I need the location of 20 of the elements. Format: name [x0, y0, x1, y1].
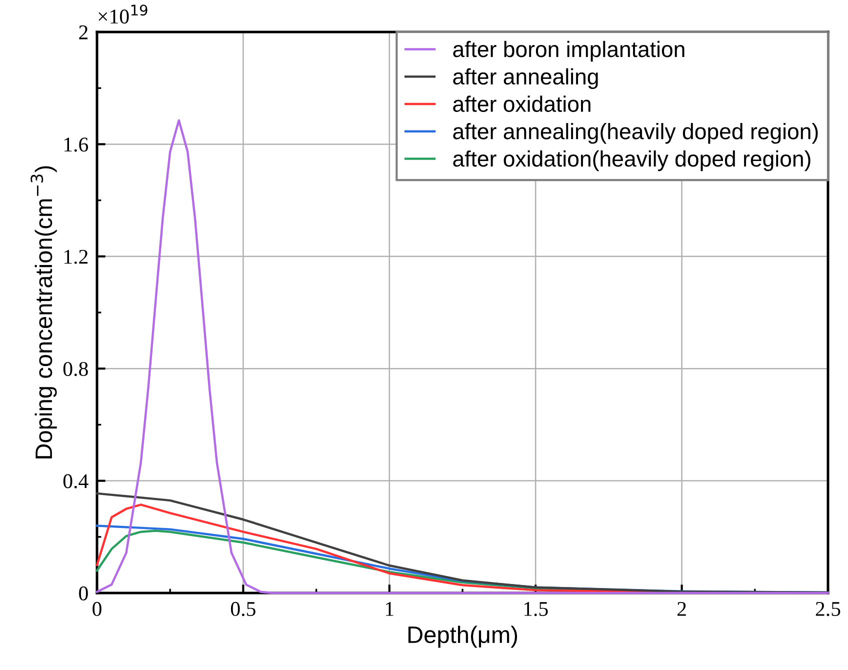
y-tick-label: 0.4 [63, 474, 88, 488]
legend-label: after oxidation [453, 96, 590, 112]
x-tick-label: 2.5 [816, 602, 840, 616]
y-tick-label: 1.2 [64, 250, 88, 264]
y-tick-label: 2 [79, 25, 88, 40]
text: ×10$^{19}$ [98, 4, 148, 24]
legend-label: after annealing(heavily doped region) [453, 123, 818, 144]
legend-label: after boron implantation [453, 40, 684, 62]
legend-label: after annealing [453, 68, 598, 89]
y-tick-label: 0.8 [63, 362, 88, 376]
x-tick-label: 1.5 [524, 602, 548, 616]
x-tick-label: 0 [92, 602, 102, 616]
x-axis-title: Depth(μm) [408, 626, 518, 648]
x-tick-label: 2 [678, 602, 686, 616]
legend-label: after oxidation(heavily doped region) [453, 150, 810, 172]
y-tick-label: 0 [79, 586, 88, 600]
y-axis-title: Doping concentration(cm$^{−3}$) [30, 166, 57, 458]
x-tick-label: 1 [386, 602, 394, 616]
y-tick-label: 1.6 [64, 138, 88, 152]
x-tick-label: 0.5 [230, 602, 256, 616]
